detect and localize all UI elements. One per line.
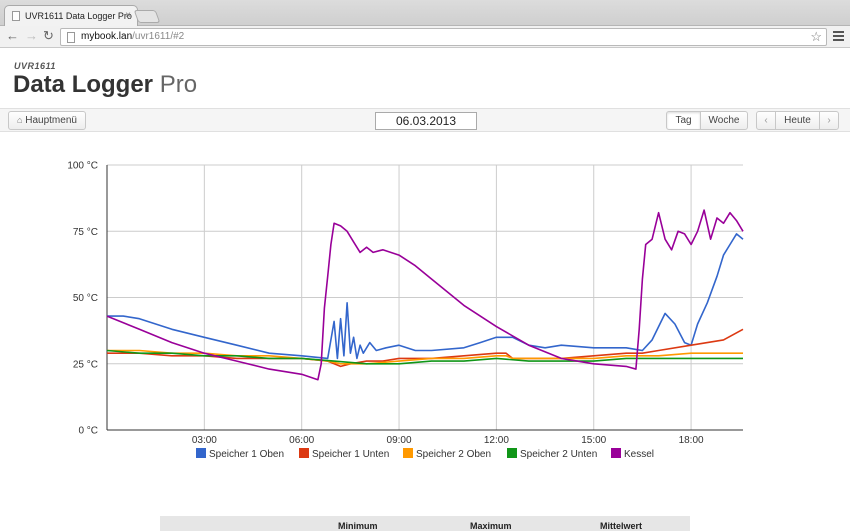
x-tick-label: 12:00 xyxy=(484,435,509,446)
star-icon[interactable]: ☆ xyxy=(810,29,822,44)
y-tick-label: 25 °C xyxy=(73,359,98,370)
legend-label: Speicher 1 Oben xyxy=(209,449,285,460)
tab-week[interactable]: Woche xyxy=(700,111,748,130)
home-icon: ⌂ xyxy=(17,115,23,125)
legend-label: Speicher 1 Unten xyxy=(312,449,390,460)
reload-icon[interactable]: ↻ xyxy=(43,28,54,43)
address-bar[interactable]: mybook.lan/uvr1611/#2 ☆ xyxy=(60,28,827,46)
legend-label: Kessel xyxy=(624,449,655,460)
stats-table-header: Minimum Maximum Mittelwert xyxy=(160,516,690,531)
x-tick-label: 06:00 xyxy=(289,435,314,446)
url-host: mybook.lan xyxy=(81,31,133,42)
prev-day-button[interactable]: ‹ xyxy=(756,111,776,130)
x-tick-label: 15:00 xyxy=(581,435,606,446)
page-favicon-icon xyxy=(12,11,20,21)
forward-icon[interactable]: → xyxy=(25,28,38,43)
url-path: /uvr1611/#2 xyxy=(132,31,185,42)
date-field[interactable]: 06.03.2013 xyxy=(375,112,477,130)
legend-swatch xyxy=(403,448,413,458)
legend-label: Speicher 2 Oben xyxy=(416,449,492,460)
home-button-label: Hauptmenü xyxy=(25,115,77,126)
stats-col-avg: Mittelwert xyxy=(600,521,643,531)
legend-label: Speicher 2 Unten xyxy=(520,449,598,460)
legend-item[interactable]: Speicher 1 Oben xyxy=(196,448,284,460)
control-bar: ⌂ Hauptmenü 06.03.2013 Tag Woche ‹ Heute… xyxy=(0,108,850,132)
y-tick-label: 100 °C xyxy=(67,161,98,172)
new-tab-button[interactable] xyxy=(133,10,161,23)
legend-swatch xyxy=(196,448,206,458)
stats-col-max: Maximum xyxy=(470,521,512,531)
series-line-speicher-1-oben xyxy=(107,233,744,360)
back-icon[interactable]: ← xyxy=(6,28,19,43)
app-title-bold: Data Logger xyxy=(13,71,154,98)
tab-day[interactable]: Tag xyxy=(666,111,701,130)
legend-item[interactable]: Speicher 1 Unten xyxy=(299,448,389,460)
app-subtitle: UVR1611 xyxy=(14,61,56,71)
series-line-speicher-1-unten xyxy=(107,328,744,368)
temperature-chart: 0 °C 25 °C 50 °C 75 °C 100 °C 03:00 06:00 09:00… xyxy=(67,161,744,446)
y-tick-label: 75 °C xyxy=(73,227,98,238)
legend-swatch xyxy=(507,448,517,458)
browser-toolbar: ← → ↻ mybook.lan/uvr1611/#2 ☆ xyxy=(0,26,850,48)
tab-close-icon[interactable]: × xyxy=(125,10,131,21)
app-title: Data Logger Pro xyxy=(13,71,197,99)
today-button[interactable]: Heute xyxy=(775,111,820,130)
browser-tab[interactable]: UVR1611 Data Logger Pro × xyxy=(4,5,138,27)
browser-tab-strip: UVR1611 Data Logger Pro × xyxy=(0,0,850,27)
page-icon xyxy=(67,32,75,43)
legend-item[interactable]: Speicher 2 Oben xyxy=(403,448,491,460)
app-title-light: Pro xyxy=(159,71,198,98)
home-button[interactable]: ⌂ Hauptmenü xyxy=(8,111,86,130)
tab-title: UVR1611 Data Logger Pro xyxy=(25,11,132,21)
x-tick-label: 18:00 xyxy=(679,435,704,446)
legend-swatch xyxy=(299,448,309,458)
legend-item[interactable]: Kessel xyxy=(611,448,654,460)
series-line-kessel xyxy=(106,209,744,381)
y-tick-label: 50 °C xyxy=(73,293,98,304)
legend-item[interactable]: Speicher 2 Unten xyxy=(507,448,597,460)
menu-icon[interactable] xyxy=(833,31,844,43)
x-tick-label: 03:00 xyxy=(192,435,217,446)
stats-col-min: Minimum xyxy=(338,521,378,531)
next-day-button[interactable]: › xyxy=(819,111,839,130)
legend-swatch xyxy=(611,448,621,458)
y-tick-label: 0 °C xyxy=(78,426,98,437)
x-tick-label: 09:00 xyxy=(387,435,412,446)
